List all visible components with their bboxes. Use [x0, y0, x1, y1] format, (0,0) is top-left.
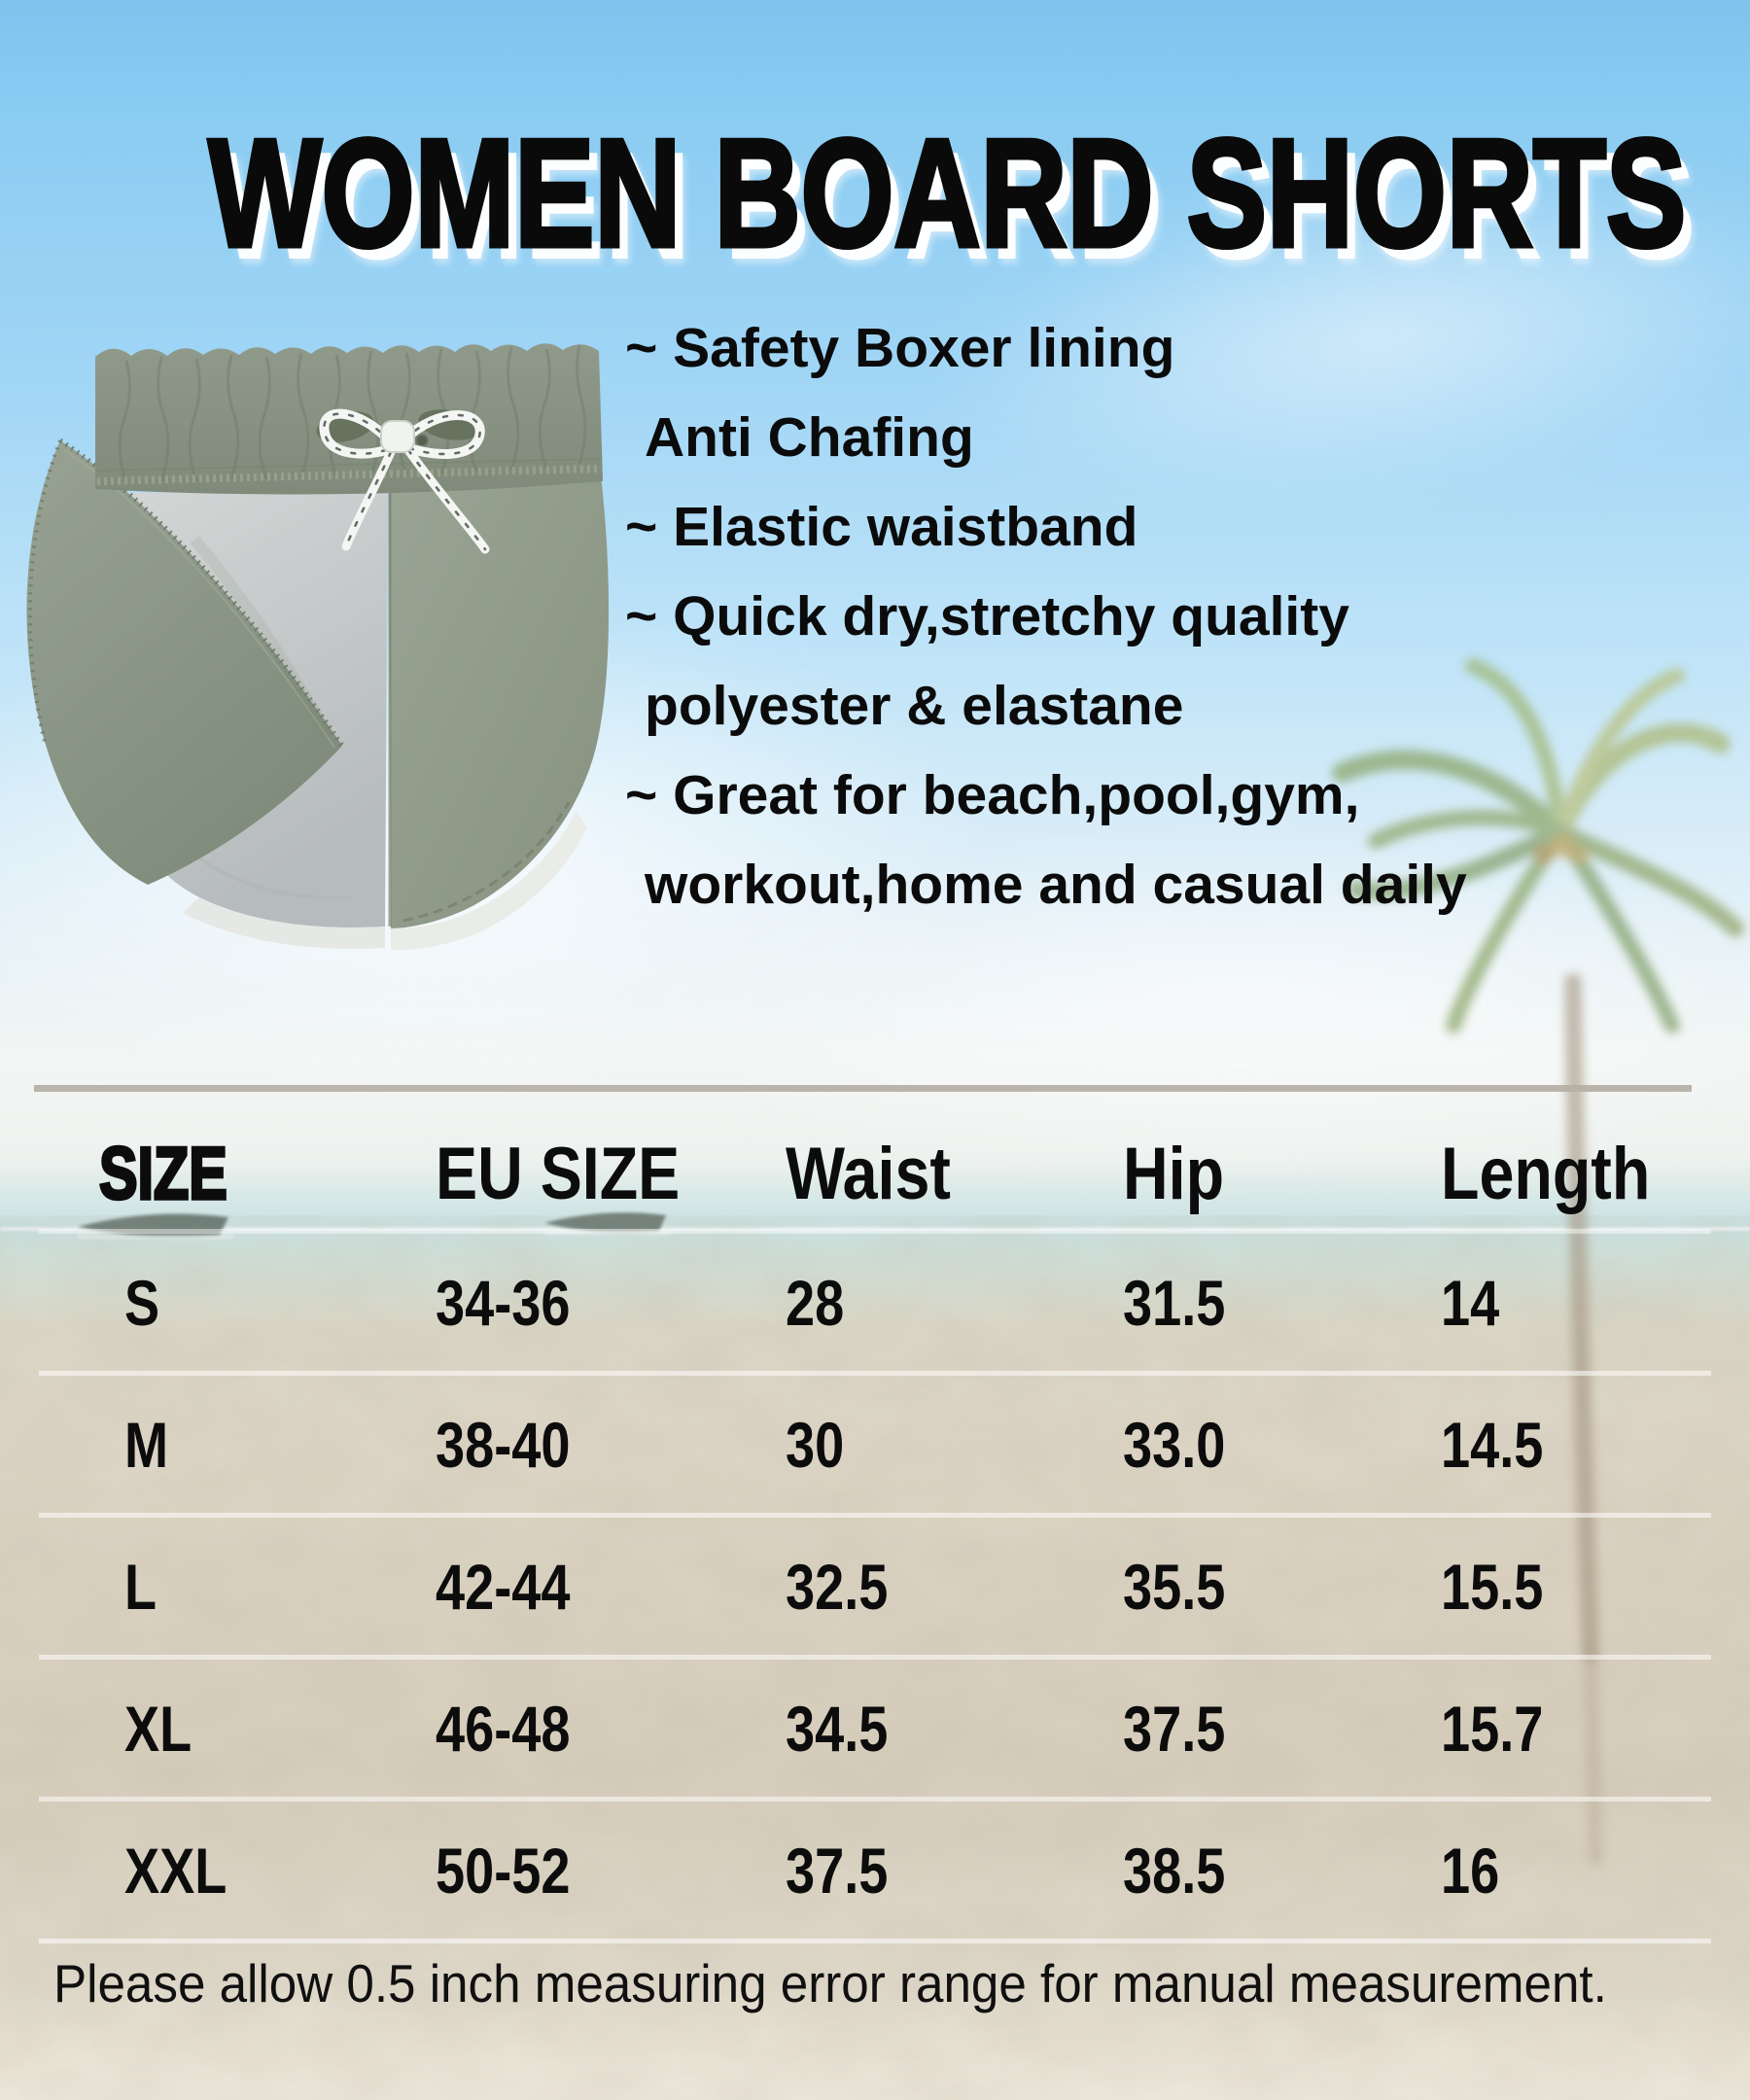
eu-size-cell: 38-40 — [436, 1408, 571, 1481]
measurement-disclaimer-text: Please allow 0.5 inch measuring error ra… — [53, 1953, 1607, 2013]
eu-size-cell: 42-44 — [436, 1550, 571, 1623]
hip-cell: 31.5 — [1123, 1266, 1226, 1339]
table-row-xl: XL 46-48 34.5 37.5 15.7 — [39, 1660, 1711, 1802]
column-header-size: SIZE — [98, 1131, 228, 1217]
size-cell: L — [124, 1550, 158, 1623]
hip-cell: 38.5 — [1123, 1834, 1226, 1907]
table-row-l: L 42-44 32.5 35.5 15.5 — [39, 1518, 1711, 1660]
eu-size-cell: 34-36 — [436, 1266, 571, 1339]
page-title-text: WOMEN BOARD SHORTS — [206, 106, 1688, 282]
measurement-disclaimer: Please allow 0.5 inch measuring error ra… — [53, 1952, 1724, 2014]
size-chart-header-row: SIZE EU SIZE Waist Hip Length — [39, 1118, 1711, 1234]
length-cell: 15.7 — [1441, 1692, 1544, 1765]
waist-cell: 37.5 — [786, 1834, 889, 1907]
waist-cell: 28 — [786, 1266, 845, 1339]
shorts-right-leg — [389, 475, 610, 928]
product-photo — [26, 343, 610, 951]
length-cell: 16 — [1441, 1834, 1500, 1907]
size-cell: S — [124, 1266, 160, 1339]
grommet — [415, 434, 429, 447]
feature-line: Anti Chafing — [645, 406, 974, 469]
eu-size-cell: 50-52 — [436, 1834, 571, 1907]
lifted-flap — [26, 440, 343, 885]
size-chart: SIZE EU SIZE Waist Hip Length S 34-36 28… — [39, 1118, 1711, 1943]
feature-line: ~ Great for beach,pool,gym, — [625, 764, 1360, 826]
hip-cell: 33.0 — [1123, 1408, 1226, 1481]
feature-list: ~ Safety Boxer lining Anti Chafing ~ Ela… — [625, 303, 1467, 929]
eu-size-cell: 46-48 — [436, 1692, 571, 1765]
table-row-xxl: XXL 50-52 37.5 38.5 16 — [39, 1802, 1711, 1943]
hip-cell: 37.5 — [1123, 1692, 1226, 1765]
hip-cell: 35.5 — [1123, 1550, 1226, 1623]
waist-cell: 30 — [786, 1408, 845, 1481]
drawstring-bow — [319, 408, 490, 554]
feature-line: workout,home and casual daily — [645, 854, 1467, 916]
size-cell: XL — [124, 1692, 192, 1765]
column-header-eu-size: EU SIZE — [436, 1132, 681, 1215]
length-cell: 14 — [1441, 1266, 1500, 1339]
drawstring-knot — [380, 420, 415, 453]
column-header-length: Length — [1441, 1132, 1651, 1215]
length-cell: 14.5 — [1441, 1408, 1544, 1481]
cloud — [583, 836, 1750, 1186]
feature-line: ~ Elastic waistband — [625, 496, 1138, 558]
table-row-s: S 34-36 28 31.5 14 — [39, 1234, 1711, 1376]
length-cell: 15.5 — [1441, 1550, 1544, 1623]
column-header-hip: Hip — [1123, 1132, 1225, 1215]
table-row-m: M 38-40 30 33.0 14.5 — [39, 1376, 1711, 1518]
page-title: WOMEN BOARD SHORTS — [0, 106, 1706, 282]
feature-line: polyester & elastane — [645, 675, 1184, 737]
waist-cell: 34.5 — [786, 1692, 889, 1765]
feature-line: ~ Quick dry,stretchy quality — [625, 585, 1349, 648]
waist-cell: 32.5 — [786, 1550, 889, 1623]
feature-line: ~ Safety Boxer lining — [625, 317, 1175, 379]
size-cell: M — [124, 1408, 169, 1481]
size-cell: XXL — [124, 1834, 228, 1907]
table-top-divider — [34, 1085, 1692, 1092]
column-header-waist: Waist — [786, 1132, 951, 1215]
